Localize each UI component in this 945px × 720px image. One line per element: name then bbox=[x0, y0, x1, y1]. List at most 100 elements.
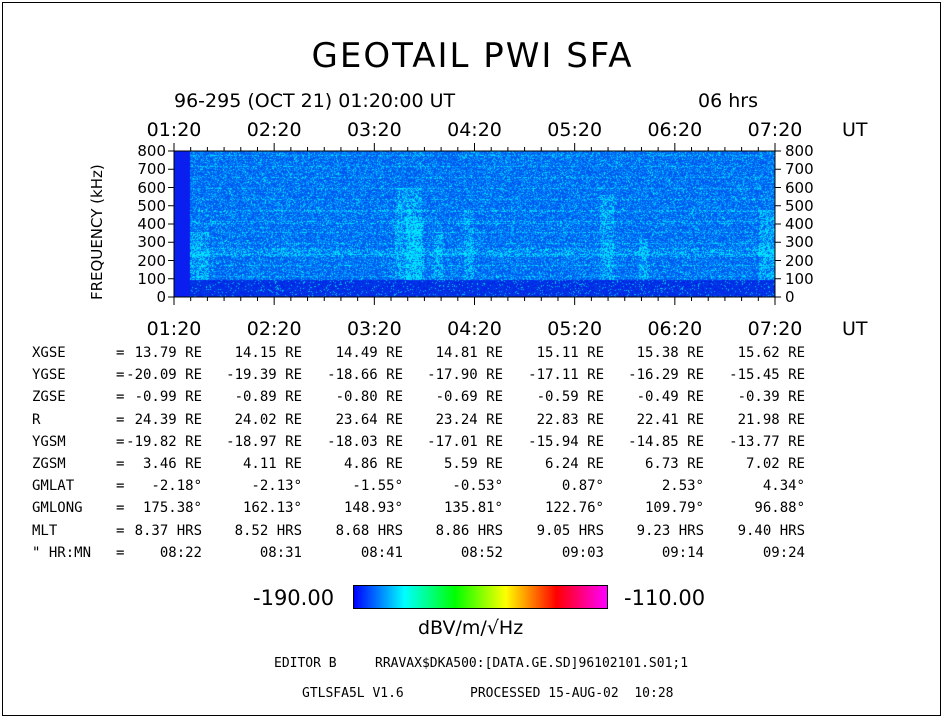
orbit-value: 08:31 bbox=[259, 544, 302, 561]
orbit-value: 162.13° bbox=[242, 500, 302, 517]
bottom-x-tick-label: 05:20 bbox=[547, 318, 603, 340]
y-tick-label-right: 100 bbox=[785, 269, 814, 288]
start-date: 96-295 (OCT 21) 01:20:00 UT bbox=[174, 90, 456, 112]
orbit-value: 13.79 RE bbox=[134, 345, 202, 361]
orbit-value: -19.82 RE bbox=[126, 433, 202, 450]
orbit-value: -2.13° bbox=[251, 478, 302, 495]
y-tick-label-right: 400 bbox=[785, 215, 814, 233]
orbit-value: -13.77 RE bbox=[729, 433, 805, 450]
orbit-value: 24.02 RE bbox=[234, 411, 302, 428]
orbit-value: -16.29 RE bbox=[628, 367, 704, 384]
y-tick-label-right: 0 bbox=[785, 288, 795, 306]
orbit-row-equals: = bbox=[116, 544, 125, 561]
orbit-value: -0.89 RE bbox=[234, 389, 302, 406]
orbit-value: 122.76° bbox=[544, 500, 604, 517]
y-tick-label-left: 400 bbox=[137, 215, 166, 233]
orbit-value: 14.49 RE bbox=[335, 345, 403, 361]
orbit-value: 08:41 bbox=[360, 544, 403, 561]
orbit-value: -0.99 RE bbox=[134, 389, 202, 406]
orbit-row: YGSE = -20.09 RE -19.39 RE -18.66 RE -17.90 R… bbox=[32, 367, 913, 389]
orbit-row: ZGSE = -0.99 RE -0.89 RE -0.80 RE -0.69 RE -0.… bbox=[32, 389, 913, 411]
y-tick-label-right: 800 bbox=[785, 142, 814, 160]
orbit-value: 15.11 RE bbox=[536, 345, 604, 361]
orbit-value: 6.73 RE bbox=[644, 456, 704, 472]
spectrogram bbox=[174, 151, 775, 297]
orbit-row: MLT = 8.37 HRS 8.52 HRS 8.68 HRS 8.86 HRS 9.05… bbox=[32, 523, 913, 545]
y-tick-label-right: 200 bbox=[785, 251, 814, 270]
bottom-x-tick-label: 07:20 bbox=[747, 318, 803, 340]
y-tick-label-left: 100 bbox=[137, 269, 166, 288]
bottom-x-tick-label: 02:20 bbox=[246, 318, 302, 340]
orbit-row-equals: = bbox=[116, 478, 125, 495]
orbit-row-label: XGSE bbox=[32, 345, 66, 361]
orbit-value: 8.37 HRS bbox=[134, 522, 202, 539]
editor-label: EDITOR B bbox=[274, 656, 337, 671]
orbit-value: -17.90 RE bbox=[427, 367, 503, 384]
bottom-x-tick-label: 01:20 bbox=[146, 318, 202, 340]
orbit-row: GMLAT = -2.18° -2.13° -1.55° -0.53° 0.87° 2.53°… bbox=[32, 478, 913, 500]
orbit-value: 23.24 RE bbox=[435, 411, 503, 428]
orbit-value: -0.49 RE bbox=[636, 389, 704, 406]
y-tick-label-right: 500 bbox=[785, 196, 814, 215]
orbit-row-equals: = bbox=[116, 522, 125, 539]
orbit-row: " HR:MN = 08:22 08:31 08:41 08:52 09:03 09:14 09… bbox=[32, 545, 913, 567]
orbit-value: -15.94 RE bbox=[528, 433, 604, 450]
orbit-value: 08:52 bbox=[460, 544, 503, 561]
orbit-value: 5.59 RE bbox=[443, 456, 503, 472]
orbit-value: -19.39 RE bbox=[226, 367, 302, 384]
y-tick-label-left: 700 bbox=[137, 160, 166, 179]
top-x-tick-label: 07:20 bbox=[747, 119, 803, 141]
orbit-value: 9.40 HRS bbox=[737, 522, 805, 539]
orbit-row-equals: = bbox=[116, 411, 125, 428]
orbit-row-label: YGSE bbox=[32, 367, 66, 384]
orbit-row-label: R bbox=[32, 411, 41, 428]
orbit-value: 14.81 RE bbox=[435, 345, 503, 361]
y-tick-label-right: 600 bbox=[785, 178, 814, 197]
orbit-value: 8.52 HRS bbox=[234, 522, 302, 539]
colorbar bbox=[353, 585, 608, 609]
y-tick-label-left: 0 bbox=[156, 288, 166, 306]
orbit-value: -18.03 RE bbox=[327, 433, 403, 450]
orbit-row-label: YGSM bbox=[32, 433, 66, 450]
orbit-value: 14.15 RE bbox=[234, 345, 302, 361]
orbit-row-equals: = bbox=[116, 456, 125, 472]
bottom-x-tick-label: 03:20 bbox=[346, 318, 402, 340]
orbit-value: -0.80 RE bbox=[335, 389, 403, 406]
top-x-unit: UT bbox=[842, 119, 868, 141]
top-x-tick-label: 02:20 bbox=[246, 119, 302, 141]
orbit-value: 8.68 HRS bbox=[335, 522, 403, 539]
orbit-value: 9.23 HRS bbox=[636, 522, 704, 539]
top-x-tick-label: 01:20 bbox=[146, 119, 202, 141]
orbit-value: 22.41 RE bbox=[636, 411, 704, 428]
orbit-value: 24.39 RE bbox=[134, 411, 202, 428]
y-tick-label-right: 300 bbox=[785, 233, 814, 252]
orbit-row-label: ZGSE bbox=[32, 389, 66, 406]
orbit-value: -17.11 RE bbox=[528, 367, 604, 384]
time-span: 06 hrs bbox=[698, 90, 758, 112]
orbit-value: 7.02 RE bbox=[745, 456, 805, 472]
orbit-row-equals: = bbox=[116, 389, 125, 406]
plot-title: GEOTAIL PWI SFA bbox=[311, 36, 634, 76]
orbit-value: -18.97 RE bbox=[226, 433, 302, 450]
y-tick-label-left: 800 bbox=[137, 142, 166, 160]
orbit-value: -0.59 RE bbox=[536, 389, 604, 406]
orbit-row-label: GMLONG bbox=[32, 500, 83, 517]
orbit-row-equals: = bbox=[116, 367, 125, 384]
y-tick-label-left: 500 bbox=[137, 196, 166, 215]
orbit-value: -0.69 RE bbox=[435, 389, 503, 406]
orbit-value: 3.46 RE bbox=[142, 456, 202, 472]
orbit-row-equals: = bbox=[116, 433, 125, 450]
orbit-value: 0.87° bbox=[561, 478, 604, 495]
orbit-value: -14.85 RE bbox=[628, 433, 704, 450]
orbit-row: R = 24.39 RE 24.02 RE 23.64 RE 23.24 RE 22.83 … bbox=[32, 412, 913, 434]
orbit-value: -17.01 RE bbox=[427, 433, 503, 450]
orbit-value: -1.55° bbox=[352, 478, 403, 495]
orbit-row: YGSM = -19.82 RE -18.97 RE -18.03 RE -17.01 R… bbox=[32, 434, 913, 456]
orbit-value: 8.86 HRS bbox=[435, 522, 503, 539]
orbit-value: 135.81° bbox=[443, 500, 503, 517]
orbit-row: GMLONG = 175.38° 162.13° 148.93° 135.81° 122.7… bbox=[32, 500, 913, 522]
bottom-x-unit: UT bbox=[842, 318, 868, 340]
y-tick-label-left: 300 bbox=[137, 233, 166, 252]
orbit-value: 175.38° bbox=[142, 500, 202, 517]
